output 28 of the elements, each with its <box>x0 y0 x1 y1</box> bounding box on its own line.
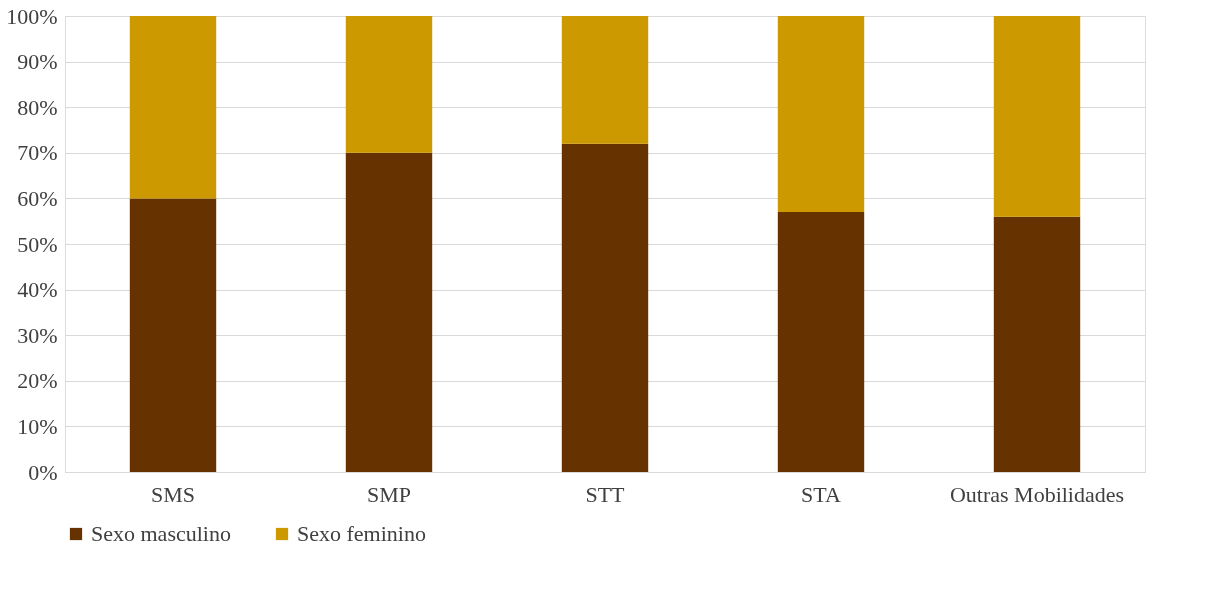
legend-label: Sexo feminino <box>297 521 426 546</box>
y-tick-label: 60% <box>17 185 58 211</box>
x-tick-label: STT <box>585 481 626 507</box>
bar <box>561 16 649 144</box>
y-tick-label: 70% <box>17 140 58 166</box>
x-tick-label: SMP <box>366 481 412 507</box>
x-tick-label: SMS <box>150 481 196 507</box>
y-tick-label: 20% <box>17 368 58 394</box>
y-tick-label: 100% <box>6 3 58 29</box>
y-tick-label: 80% <box>17 94 58 120</box>
y-tick-label: 90% <box>17 49 58 75</box>
y-tick-label: 40% <box>17 277 58 303</box>
bar <box>345 16 433 153</box>
y-tick-label: 10% <box>17 413 58 439</box>
y-tick-label: 30% <box>17 322 58 348</box>
y-tick-label: 50% <box>17 231 58 257</box>
bar <box>561 143 649 472</box>
bar <box>129 198 217 472</box>
bar <box>129 16 217 199</box>
bar <box>993 216 1081 472</box>
bar <box>777 16 865 213</box>
bar <box>777 212 865 472</box>
bar <box>345 152 433 472</box>
bar <box>993 16 1081 217</box>
x-tick-label: Outras Mobilidades <box>949 481 1125 507</box>
legend-label: Sexo masculino <box>91 521 231 546</box>
x-tick-label: STA <box>801 481 842 507</box>
y-tick-label: 0% <box>28 459 58 485</box>
